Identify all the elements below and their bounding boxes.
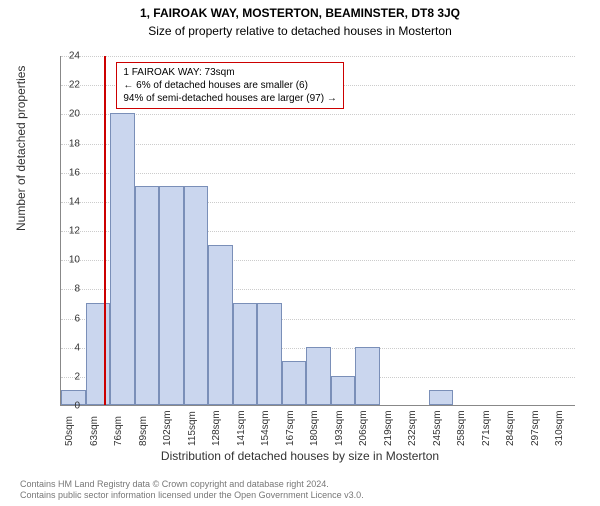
histogram-bar [184,186,209,405]
x-tick-label: 180sqm [309,410,320,446]
annotation-line-1: ← 6% of detached houses are smaller (6) [123,79,336,92]
histogram-bar [355,347,380,405]
x-tick-label: 76sqm [113,416,124,446]
y-tick-label: 12 [69,226,80,237]
footer-line-2: Contains public sector information licen… [20,490,364,502]
x-tick-label: 271sqm [481,410,492,446]
gridline-h [61,56,575,57]
y-tick-label: 24 [69,51,80,62]
x-tick-label: 284sqm [505,410,516,446]
histogram-bar [429,390,454,405]
x-tick-label: 310sqm [554,410,565,446]
x-tick-label: 219sqm [383,410,394,446]
histogram-bar [306,347,331,405]
x-tick-label: 232sqm [407,410,418,446]
histogram-bar [61,390,86,405]
x-tick-label: 193sqm [334,410,345,446]
y-axis-label: Number of detached properties [14,66,28,231]
x-tick-label: 258sqm [456,410,467,446]
x-axis-label: Distribution of detached houses by size … [0,449,600,463]
y-tick-label: 2 [74,371,80,382]
annotation-box: 1 FAIROAK WAY: 73sqm← 6% of detached hou… [116,62,343,109]
histogram-bar [208,245,233,405]
x-tick-label: 206sqm [358,410,369,446]
y-tick-label: 14 [69,196,80,207]
y-tick-label: 20 [69,109,80,120]
x-tick-label: 63sqm [89,416,100,446]
x-tick-label: 89sqm [138,416,149,446]
x-tick-label: 154sqm [260,410,271,446]
y-tick-label: 8 [74,284,80,295]
x-tick-label: 50sqm [64,416,75,446]
annotation-line-0: 1 FAIROAK WAY: 73sqm [123,66,336,79]
footer-attribution: Contains HM Land Registry data © Crown c… [20,479,364,502]
histogram-bar [282,361,307,405]
y-tick-label: 16 [69,167,80,178]
reference-line [104,56,106,405]
x-tick-label: 128sqm [211,410,222,446]
plot-area: 1 FAIROAK WAY: 73sqm← 6% of detached hou… [60,56,575,406]
x-tick-label: 115sqm [187,411,198,446]
histogram-bar [233,303,258,405]
histogram-bar [110,113,135,405]
gridline-h [61,144,575,145]
page-title-address: 1, FAIROAK WAY, MOSTERTON, BEAMINSTER, D… [0,6,600,20]
histogram-bar [135,186,160,405]
x-tick-label: 297sqm [530,410,541,446]
y-tick-label: 22 [69,80,80,91]
gridline-h [61,173,575,174]
histogram-bar [257,303,282,405]
histogram-chart: 1 FAIROAK WAY: 73sqm← 6% of detached hou… [60,56,575,406]
x-tick-label: 167sqm [285,410,296,446]
x-tick-label: 245sqm [432,410,443,446]
y-tick-label: 10 [69,255,80,266]
y-tick-label: 0 [74,401,80,412]
y-tick-label: 4 [74,342,80,353]
gridline-h [61,114,575,115]
page-subtitle: Size of property relative to detached ho… [0,24,600,38]
x-tick-label: 141sqm [236,410,247,446]
histogram-bar [159,186,184,405]
y-tick-label: 6 [74,313,80,324]
histogram-bar [331,376,356,405]
annotation-line-2: 94% of semi-detached houses are larger (… [123,92,336,105]
x-tick-label: 102sqm [162,410,173,446]
y-tick-label: 18 [69,138,80,149]
footer-line-1: Contains HM Land Registry data © Crown c… [20,479,364,491]
